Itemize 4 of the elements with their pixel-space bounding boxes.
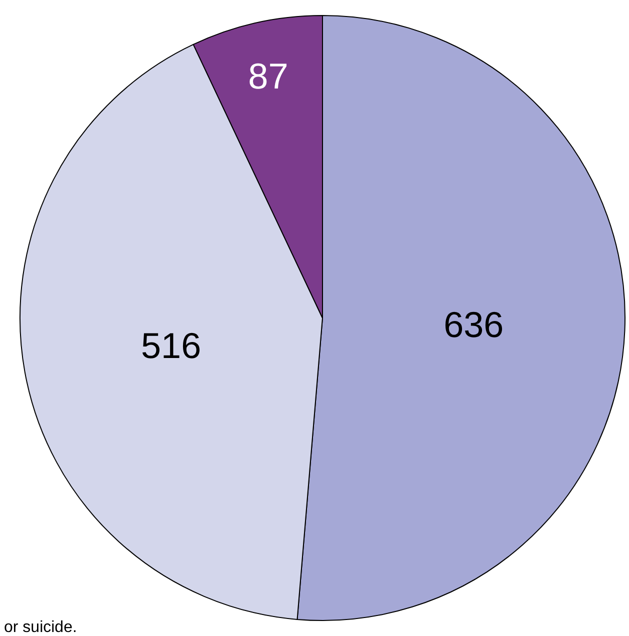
data-label: 87 — [248, 55, 288, 96]
data-label: 636 — [444, 304, 504, 345]
data-label: 516 — [141, 324, 202, 366]
text: or suicide. — [4, 619, 77, 636]
